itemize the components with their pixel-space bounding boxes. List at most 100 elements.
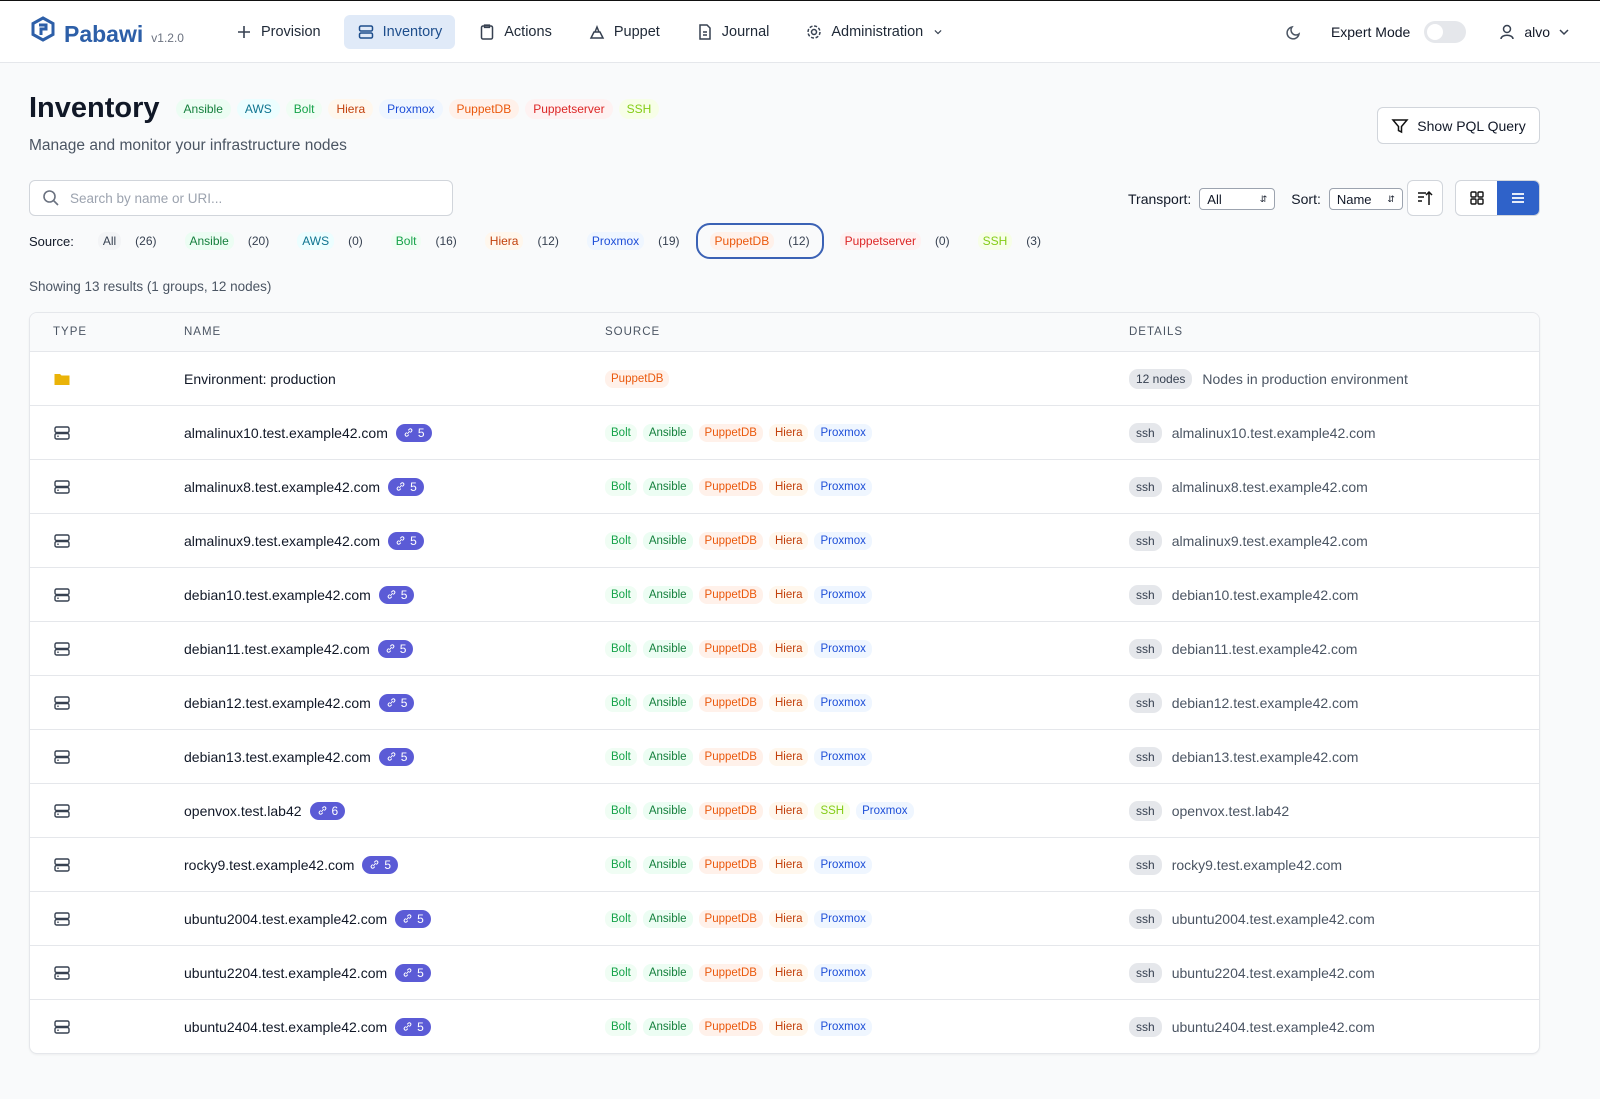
group-row[interactable]: Environment: production PuppetDB 12 nodes N… bbox=[30, 351, 1539, 405]
source-badge: Hiera bbox=[768, 585, 809, 604]
option-name: Ansible bbox=[184, 232, 234, 250]
sort-select[interactable]: Name ⇵ bbox=[1328, 188, 1403, 210]
type-cell bbox=[53, 478, 184, 496]
source-badge: Ansible bbox=[642, 801, 693, 820]
type-cell bbox=[53, 856, 184, 874]
nav-label: Puppet bbox=[613, 23, 660, 40]
source-cell: Bolt Ansible PuppetDB Hiera SSH Proxmox bbox=[605, 801, 1129, 820]
transport-badge: ssh bbox=[1129, 476, 1162, 497]
type-cell bbox=[53, 370, 184, 388]
source-option[interactable]: Ansible (20) bbox=[173, 226, 282, 256]
source-badge: Bolt bbox=[605, 639, 637, 658]
brand[interactable]: Pabawi v1.2.0 bbox=[30, 15, 184, 48]
type-cell bbox=[53, 910, 184, 928]
user-menu[interactable]: alvo bbox=[1498, 23, 1570, 41]
sort-value: Name bbox=[1336, 191, 1372, 207]
link-icon bbox=[403, 968, 412, 977]
node-uri: almalinux9.test.example42.com bbox=[1171, 532, 1368, 549]
pql-button[interactable]: Show PQL Query bbox=[1377, 107, 1540, 144]
node-name: almalinux10.test.example42.com bbox=[184, 424, 388, 441]
node-row[interactable]: debian10.test.example42.com 5 Bolt Ansible P… bbox=[30, 567, 1539, 621]
nav-icon bbox=[481, 23, 494, 40]
option-name: Hiera bbox=[484, 232, 524, 250]
user-icon bbox=[1500, 24, 1515, 39]
type-cell bbox=[53, 748, 184, 766]
source-badge: PuppetDB bbox=[698, 747, 763, 766]
source-badge: Hiera bbox=[768, 693, 809, 712]
nav-item[interactable]: Puppet bbox=[575, 15, 673, 49]
nav-label: Administration bbox=[831, 23, 924, 40]
source-option[interactable]: Puppetserver (0) bbox=[828, 226, 962, 256]
node-row[interactable]: almalinux8.test.example42.com 5 Bolt Ansibl… bbox=[30, 459, 1539, 513]
server-icon bbox=[54, 857, 70, 872]
link-count: 5 bbox=[417, 965, 424, 980]
option-count: (16) bbox=[435, 234, 457, 248]
node-name: almalinux8.test.example42.com bbox=[184, 478, 381, 495]
type-cell bbox=[53, 694, 184, 712]
chevron bbox=[1559, 28, 1569, 35]
column-header: TYPE bbox=[53, 326, 88, 338]
results-summary: Showing 13 results (1 groups, 12 nodes) bbox=[29, 279, 272, 294]
link-count: 5 bbox=[400, 695, 408, 710]
source-badge: PuppetDB bbox=[698, 639, 763, 658]
node-name: debian12.test.example42.com bbox=[184, 694, 371, 711]
details-cell: ssh openvox.test.lab42 bbox=[1129, 800, 1539, 821]
theme-toggle[interactable] bbox=[1285, 23, 1303, 41]
sort-direction-button[interactable] bbox=[1407, 180, 1443, 216]
source-badge: Bolt bbox=[605, 963, 637, 982]
node-row[interactable]: debian13.test.example42.com 5 Bolt Ansible P… bbox=[30, 729, 1539, 783]
transport-badge: ssh bbox=[1129, 854, 1162, 875]
sort-label: Sort: bbox=[1291, 191, 1321, 207]
server-icon bbox=[54, 749, 70, 764]
source-option[interactable]: PuppetDB (12) bbox=[695, 223, 824, 259]
node-uri: ubuntu2204.test.example42.com bbox=[1171, 964, 1375, 981]
node-row[interactable]: ubuntu2204.test.example42.com 5 Bolt Ansibl… bbox=[30, 945, 1539, 999]
expert-mode-toggle[interactable] bbox=[1424, 20, 1467, 43]
link-count: 5 bbox=[384, 857, 392, 872]
source-option[interactable]: SSH (3) bbox=[966, 226, 1053, 256]
transport-select[interactable]: All ⇵ bbox=[1199, 188, 1276, 210]
node-row[interactable]: almalinux10.test.example42.com 5 Bolt Ansib… bbox=[30, 405, 1539, 459]
option-name: Bolt bbox=[390, 232, 422, 250]
node-name: rocky9.test.example42.com bbox=[184, 856, 355, 873]
source-option[interactable]: AWS (0) bbox=[285, 226, 375, 256]
node-row[interactable]: almalinux9.test.example42.com 5 Bolt Ansibl… bbox=[30, 513, 1539, 567]
node-uri: rocky9.test.example42.com bbox=[1171, 856, 1343, 873]
nav-item[interactable]: Actions bbox=[465, 15, 565, 49]
link-badge: 5 bbox=[395, 423, 432, 442]
list-view-button[interactable] bbox=[1497, 181, 1539, 215]
source-option[interactable]: Bolt (16) bbox=[379, 226, 469, 256]
node-row[interactable]: debian12.test.example42.com 5 Bolt Ansible P… bbox=[30, 675, 1539, 729]
link-badge: 5 bbox=[395, 1017, 431, 1036]
source-badge: Bolt bbox=[605, 423, 637, 442]
node-row[interactable]: openvox.test.lab42 6 Bolt Ansible PuppetDB Hi… bbox=[30, 783, 1539, 837]
node-row[interactable]: debian11.test.example42.com 5 Bolt Ansible P… bbox=[30, 621, 1539, 675]
source-badge: PuppetDB bbox=[698, 423, 763, 442]
node-name: debian13.test.example42.com bbox=[184, 748, 371, 765]
node-row[interactable]: rocky9.test.example42.com 5 Bolt Ansible Pup… bbox=[30, 837, 1539, 891]
source-badge: Bolt bbox=[605, 1017, 637, 1036]
title-row: Inventory Ansible AWS Bolt Hiera Proxmox Pupp… bbox=[29, 92, 660, 125]
node-row[interactable]: ubuntu2004.test.example42.com 5 Bolt Ansibl… bbox=[30, 891, 1539, 945]
transport-value: All bbox=[1207, 191, 1222, 207]
nav-item[interactable]: Journal bbox=[683, 15, 783, 49]
link-icon bbox=[403, 914, 412, 923]
source-badge: Ansible bbox=[642, 963, 693, 982]
nav-item[interactable]: Administration bbox=[792, 15, 958, 49]
source-option[interactable]: Hiera (12) bbox=[473, 226, 571, 256]
transport-badge: ssh bbox=[1129, 1016, 1162, 1037]
details-cell: ssh debian12.test.example42.com bbox=[1129, 692, 1539, 713]
source-badge: Proxmox bbox=[814, 585, 872, 604]
search-input[interactable]: Search by name or URI... bbox=[29, 180, 453, 216]
nav-item[interactable]: Inventory bbox=[343, 14, 456, 49]
link-icon bbox=[387, 590, 396, 599]
nav-item[interactable]: Provision bbox=[222, 15, 334, 49]
node-row[interactable]: ubuntu2404.test.example42.com 5 Bolt Ansibl… bbox=[30, 999, 1539, 1053]
link-icon bbox=[386, 644, 395, 653]
link-count: 5 bbox=[417, 1019, 424, 1034]
source-option[interactable]: All (26) bbox=[86, 226, 169, 256]
grid-view-button[interactable] bbox=[1456, 181, 1497, 215]
source-option[interactable]: Proxmox (19) bbox=[575, 226, 692, 256]
node-name: ubuntu2004.test.example42.com bbox=[184, 910, 388, 927]
nav-right: Expert Mode alvo bbox=[1285, 20, 1570, 43]
